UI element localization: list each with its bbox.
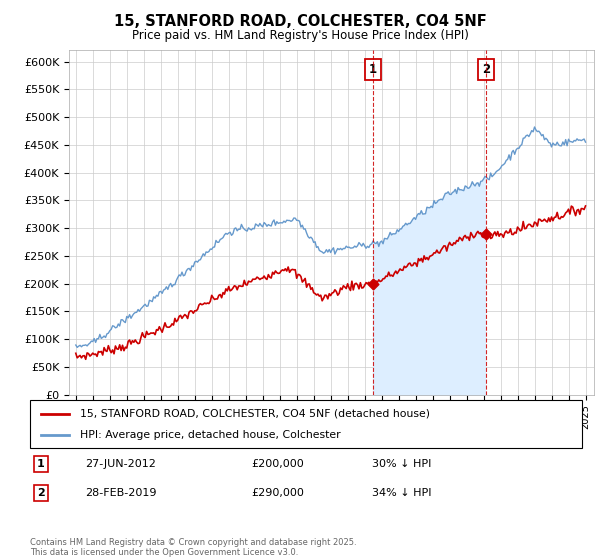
Text: Contains HM Land Registry data © Crown copyright and database right 2025.
This d: Contains HM Land Registry data © Crown c… (30, 538, 356, 557)
Text: 1: 1 (369, 63, 377, 76)
Text: 27-JUN-2012: 27-JUN-2012 (85, 459, 156, 469)
Text: 34% ↓ HPI: 34% ↓ HPI (372, 488, 432, 498)
Text: 28-FEB-2019: 28-FEB-2019 (85, 488, 157, 498)
Text: 2: 2 (482, 63, 490, 76)
Text: 30% ↓ HPI: 30% ↓ HPI (372, 459, 431, 469)
Text: 15, STANFORD ROAD, COLCHESTER, CO4 5NF: 15, STANFORD ROAD, COLCHESTER, CO4 5NF (113, 14, 487, 29)
Text: 1: 1 (37, 459, 45, 469)
Point (368, 279, 378, 288)
Text: £200,000: £200,000 (251, 459, 304, 469)
Text: HPI: Average price, detached house, Colchester: HPI: Average price, detached house, Colc… (80, 430, 340, 440)
Point (481, 229, 491, 238)
FancyBboxPatch shape (30, 400, 582, 448)
Text: 2: 2 (37, 488, 45, 498)
Text: £290,000: £290,000 (251, 488, 304, 498)
Text: 15, STANFORD ROAD, COLCHESTER, CO4 5NF (detached house): 15, STANFORD ROAD, COLCHESTER, CO4 5NF (… (80, 409, 430, 419)
Text: Price paid vs. HM Land Registry's House Price Index (HPI): Price paid vs. HM Land Registry's House … (131, 29, 469, 42)
